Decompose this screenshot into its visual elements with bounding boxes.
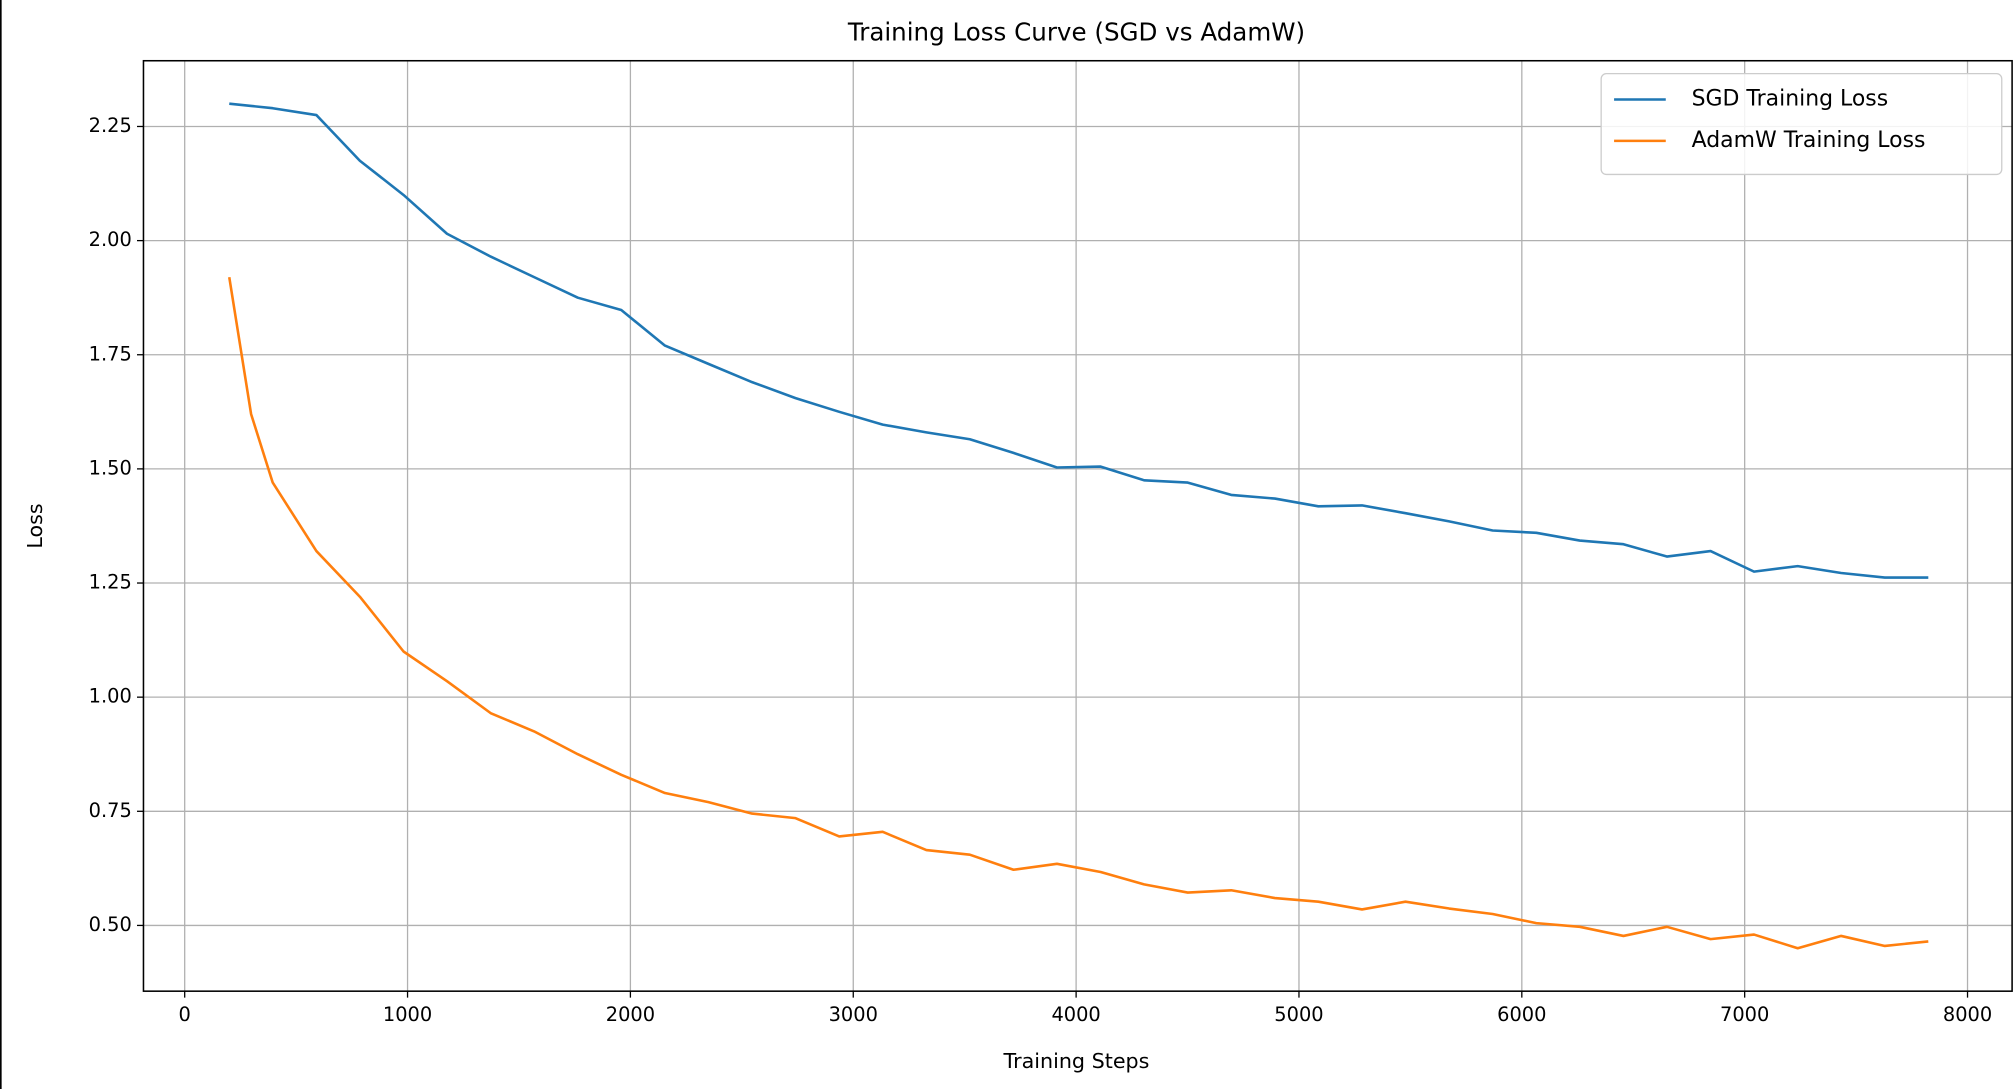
x-tick-label: 4000 — [1051, 1003, 1100, 1026]
legend-label: SGD Training Loss — [1692, 87, 1889, 112]
x-tick-label: 8000 — [1943, 1003, 1992, 1026]
y-tick-label: 2.25 — [89, 114, 132, 137]
y-tick-label: 1.75 — [89, 342, 132, 365]
y-tick-label: 0.50 — [89, 913, 132, 936]
x-tick-label: 0 — [179, 1003, 191, 1026]
x-axis-label: Training Steps — [1003, 1049, 1150, 1073]
axes-frame — [142, 59, 2013, 992]
x-tick-label: 7000 — [1720, 1003, 1769, 1026]
y-tick-label: 1.25 — [89, 571, 132, 594]
legend-label: AdamW Training Loss — [1692, 128, 1926, 153]
y-axis-label: Loss — [23, 503, 47, 548]
y-tick-label: 2.00 — [89, 228, 132, 251]
legend-box — [1600, 73, 2003, 176]
x-tick-label: 5000 — [1274, 1003, 1323, 1026]
y-tick-label: 0.75 — [89, 799, 132, 822]
x-tick-label: 6000 — [1497, 1003, 1546, 1026]
line-series — [229, 102, 1929, 579]
legend: SGD Training Loss AdamW Training Loss — [1600, 73, 2003, 176]
x-tick-label: 2000 — [606, 1003, 655, 1026]
y-tick-label: 1.00 — [89, 685, 132, 708]
line-series — [227, 276, 1929, 950]
x-tick-label: 3000 — [829, 1003, 878, 1026]
x-tick-label: 1000 — [383, 1003, 432, 1026]
y-tick-label: 1.50 — [89, 456, 132, 479]
chart-title: Training Loss Curve (SGD vs AdamW) — [847, 18, 1305, 47]
